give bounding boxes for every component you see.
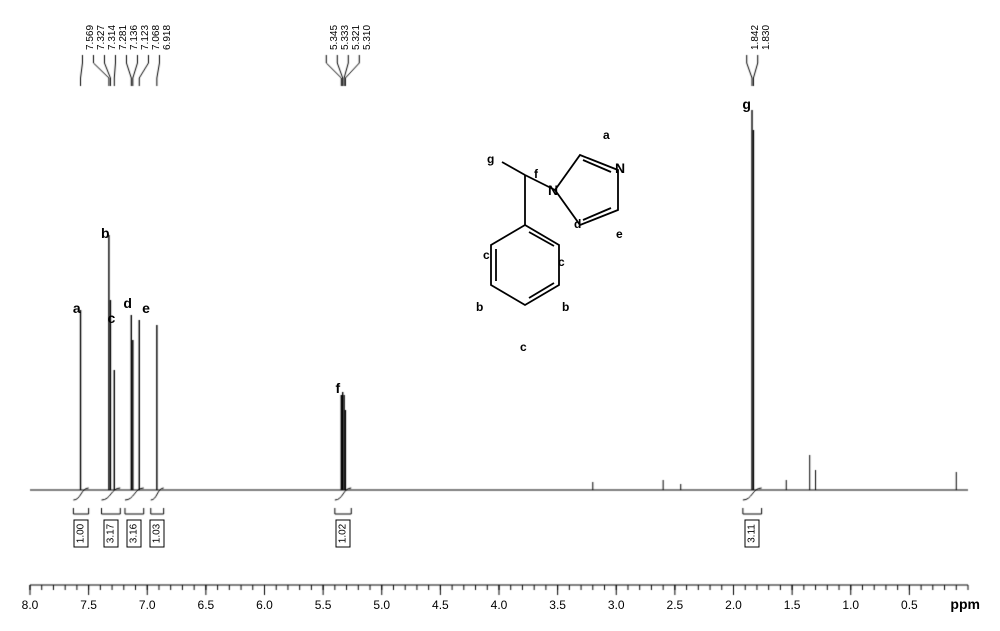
xaxis-tick-label: 2.5: [667, 598, 684, 612]
integral-value: 3.17: [103, 520, 118, 548]
peak-ppm-label: 7.314: [107, 25, 118, 50]
peak-ppm-label: 7.136: [129, 25, 140, 50]
xaxis-tick-label: 3.5: [549, 598, 566, 612]
peak-ppm-label: 5.321: [351, 25, 362, 50]
xaxis-tick-label: 2.0: [725, 598, 742, 612]
peak-letter-label: b: [101, 225, 110, 241]
peak-ppm-label: 7.281: [118, 25, 129, 50]
xaxis-tick-label: 1.5: [784, 598, 801, 612]
peak-ppm-label: 7.068: [151, 25, 162, 50]
molecule-structure: N N: [460, 120, 670, 365]
xaxis-tick-label: 6.5: [198, 598, 215, 612]
xaxis-tick-label: 1.0: [842, 598, 859, 612]
peak-ppm-label: 6.918: [162, 25, 173, 50]
peak-letter-label: f: [336, 380, 341, 396]
peak-ppm-label: 5.333: [340, 25, 351, 50]
xaxis-tick-label: 0.5: [901, 598, 918, 612]
peak-letter-label: g: [742, 96, 751, 112]
peak-letter-label: e: [142, 300, 150, 316]
xaxis-tick-label: 8.0: [22, 598, 39, 612]
peak-ppm-label: 7.123: [140, 25, 151, 50]
xaxis-tick-label: 5.5: [315, 598, 332, 612]
xaxis-tick-label: 6.0: [256, 598, 273, 612]
integral-value: 3.16: [127, 520, 142, 548]
xaxis-tick-label: 7.5: [80, 598, 97, 612]
peak-letter-label: c: [107, 310, 115, 326]
peak-ppm-label: 1.830: [761, 25, 772, 50]
peak-letter-label: a: [73, 300, 81, 316]
peak-ppm-label: 7.569: [85, 25, 96, 50]
integral-value: 1.02: [336, 520, 351, 548]
peak-letter-label: d: [123, 295, 132, 311]
xaxis-tick-label: 3.0: [608, 598, 625, 612]
integral-value: 1.00: [74, 520, 89, 548]
xaxis-tick-label: 7.0: [139, 598, 156, 612]
svg-text:N: N: [615, 160, 625, 176]
xaxis-title: ppm: [950, 596, 980, 612]
peak-ppm-label: 1.842: [750, 25, 761, 50]
xaxis-tick-label: 4.5: [432, 598, 449, 612]
peak-ppm-label: 5.310: [362, 25, 373, 50]
peak-ppm-label: 5.345: [329, 25, 340, 50]
peak-ppm-label: 7.327: [96, 25, 107, 50]
xaxis-tick-label: 4.0: [491, 598, 508, 612]
integral-value: 3.11: [745, 520, 760, 548]
integral-value: 1.03: [150, 520, 165, 548]
xaxis-tick-label: 5.0: [373, 598, 390, 612]
